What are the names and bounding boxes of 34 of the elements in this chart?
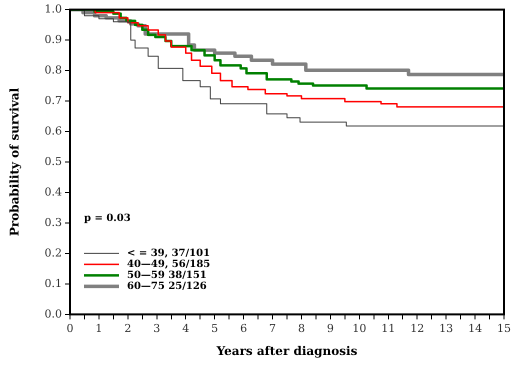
y-tick-label: 0.7 [44, 94, 62, 107]
x-tick-label: 7 [269, 322, 276, 335]
legend-label: 40—49, 56/185 [127, 258, 210, 270]
x-axis-title: Years after diagnosis [216, 344, 358, 358]
annotation: p = 0.03 [84, 212, 131, 224]
x-tick-label: 6 [240, 322, 248, 335]
x-tick-label: 9 [326, 322, 334, 335]
y-tick-label: 0.5 [44, 154, 62, 168]
y-axis-title: Probability of survival [7, 87, 22, 236]
y-tick-label: 0.9 [44, 32, 62, 46]
x-tick-label: 1 [95, 322, 102, 335]
x-tick-label: 12 [410, 322, 424, 335]
x-tick-label: 10 [352, 322, 366, 335]
y-tick-label: 0.3 [44, 216, 62, 229]
y-tick-label: 1.0 [44, 2, 62, 16]
y-tick-label: 0.6 [44, 124, 62, 138]
x-tick-label: 0 [66, 322, 74, 335]
legend-label: < = 39, 37/101 [127, 248, 210, 259]
y-tick-label: 0.8 [44, 63, 62, 76]
x-tick-label: 15 [497, 322, 511, 335]
legend-label: 60—75 25/126 [127, 280, 207, 292]
x-tick-label: 4 [182, 322, 190, 335]
x-tick-label: 3 [153, 322, 160, 335]
y-tick-label: 0.2 [44, 246, 62, 260]
y-tick-label: 0.1 [44, 276, 62, 290]
x-tick-label: 11 [381, 322, 396, 335]
x-tick-label: 5 [211, 322, 218, 335]
y-tick-label: 0.4 [44, 185, 62, 198]
x-tick-label: 13 [439, 322, 454, 335]
legend-label: 50—59 38/151 [127, 270, 207, 281]
x-tick-label: 14 [468, 322, 482, 335]
y-tick-label: 0.0 [44, 307, 62, 320]
x-tick-label: 2 [124, 322, 132, 335]
x-tick-label: 8 [298, 322, 305, 335]
